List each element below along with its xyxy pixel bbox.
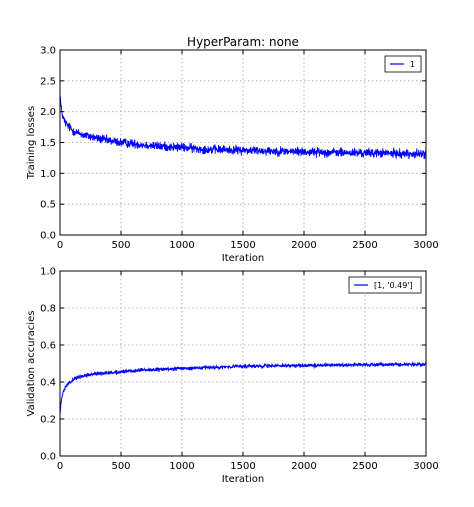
chart1-x-axis-label: Iteration [222,474,264,485]
chart1-x-tick-label: 1500 [230,461,255,472]
chart1-y-tick-label: 1.0 [40,267,56,278]
chart0-series-line-0 [59,95,427,160]
chart1-y-tick-label: 0.6 [40,341,56,352]
chart0-x-tick-label: 500 [111,240,130,251]
chart0-y-tick-label: 1.5 [40,138,56,149]
chart1-y-tick-label: 0.2 [40,415,56,426]
training-loss-chart: 0 500 1000 1500 2000 2500 3000 0.0 0.5 1.0 1.5 2.0 2… [26,35,439,264]
chart1-x-tick-label: 2500 [352,461,377,472]
chart0-y-tick-label: 2.5 [40,76,56,87]
chart0-y-tick-label: 0.0 [40,231,56,242]
chart0-legend-label: 1 [410,60,415,69]
chart1-legend-label: [1, '0.49'] [374,281,413,290]
chart0-x-tick-label: 1000 [169,240,194,251]
chart0-x-tick-label: 2500 [352,240,377,251]
chart1-x-tick-label: 500 [111,461,130,472]
chart0-y-axis-label: Training losses [26,106,37,180]
chart0-y-tick-label: 0.5 [40,200,56,211]
chart0-x-axis-label: Iteration [222,253,264,264]
chart1-series-line-0 [59,361,427,416]
chart1-y-tick-label: 0.8 [40,304,56,315]
chart0-y-tick-label: 2.0 [40,107,56,118]
chart1-y-axis-label: Validation accuracies [26,311,37,417]
chart1-y-tick-label: 0.4 [40,378,56,389]
chart0-x-tick-label: 3000 [413,240,438,251]
chart0-y-tick-label: 1.0 [40,169,56,180]
chart0-x-tick-label: 2000 [291,240,316,251]
chart1-y-tick-label: 0.0 [40,452,56,463]
chart1-x-tick-label: 0 [57,461,63,472]
validation-accuracy-chart: 0 500 1000 1500 2000 2500 3000 0.0 0.2 0.4 0.6 0.8 1… [26,267,439,486]
chart1-x-tick-label: 2000 [291,461,316,472]
chart0-x-tick-label: 1500 [230,240,255,251]
chart1-legend: [1, '0.49'] [348,276,422,294]
chart1-x-tick-label: 3000 [413,461,438,472]
chart0-y-tick-label: 3.0 [40,46,56,57]
chart0-x-tick-label: 0 [57,240,63,251]
chart0-legend: 1 [384,55,422,73]
chart1-legend-box [348,276,422,294]
chart0-title: HyperParam: none [187,35,299,49]
chart1-x-tick-label: 1000 [169,461,194,472]
